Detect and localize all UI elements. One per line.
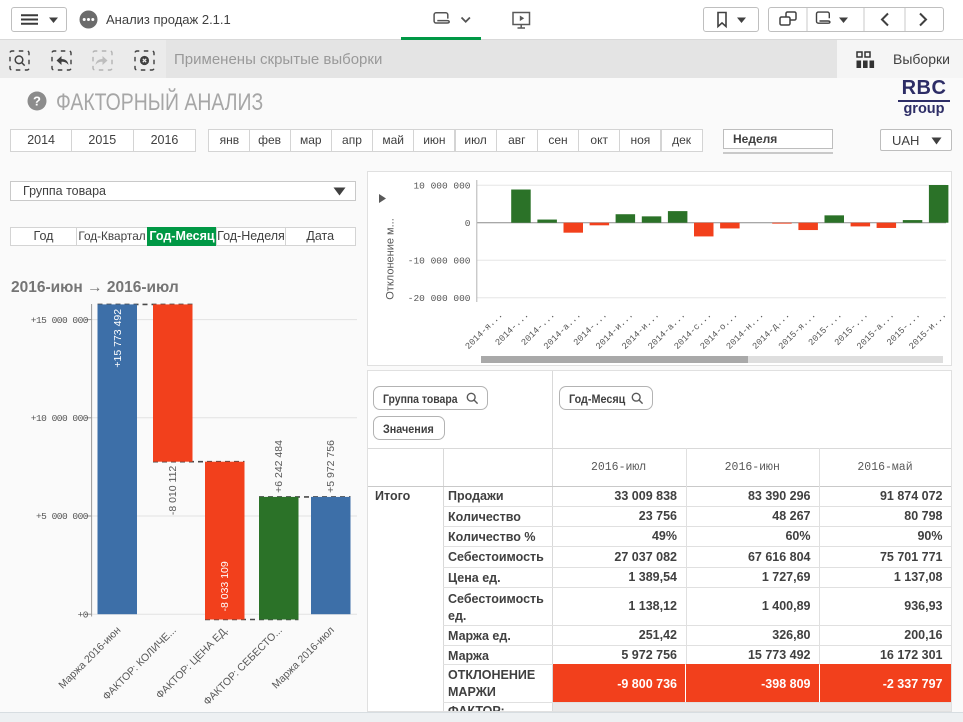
svg-text:Отклонение м...: Отклонение м... [385, 218, 397, 300]
svg-text:10 000 000: 10 000 000 [413, 180, 470, 191]
svg-text:+5 000 000: +5 000 000 [36, 511, 89, 522]
svg-text:+5 972 756: +5 972 756 [325, 440, 337, 493]
svg-text:+6 242 484: +6 242 484 [273, 440, 285, 493]
svg-text:-10 000 000: -10 000 000 [408, 255, 471, 266]
svg-text:-8 010 112: -8 010 112 [167, 466, 179, 516]
svg-text:+15 773 492: +15 773 492 [112, 309, 124, 368]
svg-text:+10 000 000: +10 000 000 [31, 413, 89, 424]
svg-text:-20 000 000: -20 000 000 [408, 293, 471, 304]
svg-text:0: 0 [465, 218, 471, 229]
svg-text:-8 033 109: -8 033 109 [219, 561, 231, 611]
svg-text:?: ? [33, 94, 41, 109]
svg-text:+15 000 000: +15 000 000 [31, 315, 89, 326]
svg-text:+0: +0 [78, 609, 89, 620]
